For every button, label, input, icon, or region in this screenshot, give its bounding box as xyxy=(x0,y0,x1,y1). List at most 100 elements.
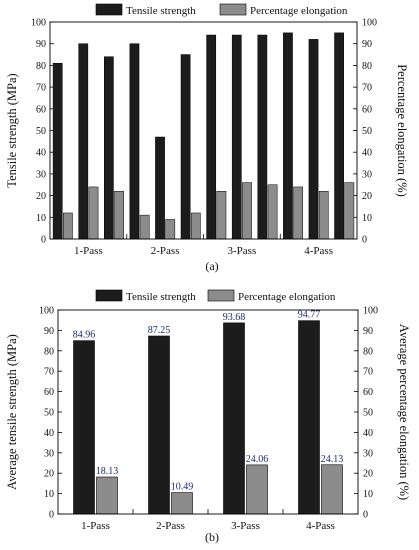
bar-elongation xyxy=(267,184,278,240)
y2-tick-label: 100 xyxy=(362,18,377,29)
y-tick-label: 50 xyxy=(44,408,54,419)
bars: 84.96 18.13 87.25 10.49 93.68 24.06 94.77 24.13 xyxy=(73,310,344,515)
bar-elongation xyxy=(96,476,118,515)
x-tick-label: 1-Pass xyxy=(74,245,103,257)
y2-tick-label: 40 xyxy=(363,428,373,439)
bar-tensile xyxy=(129,43,140,240)
y2-tick-label: 30 xyxy=(362,169,372,180)
y2-tick-label: 10 xyxy=(363,489,373,500)
bar-tensile xyxy=(180,54,191,240)
legend-swatch-tensile xyxy=(95,3,123,16)
y-tick-label: 60 xyxy=(36,104,46,115)
bar-tensile xyxy=(103,56,114,240)
legend: Tensile strength Percentage elongation xyxy=(95,3,348,17)
bar-elongation xyxy=(246,464,268,515)
bar-tensile xyxy=(155,136,165,240)
y2-tick-label: 20 xyxy=(363,469,373,480)
y-tick-label: 80 xyxy=(44,346,54,357)
y2-tick-label: 40 xyxy=(362,148,372,159)
y-axis-left: 0 10 20 30 40 50 60 70 80 90 100 xyxy=(31,18,54,246)
plot-frame xyxy=(49,21,358,240)
y2-tick-label: 90 xyxy=(362,39,372,50)
bar-tensile xyxy=(223,322,245,515)
bar-elongation xyxy=(114,191,124,240)
y2-tick-label: 10 xyxy=(362,213,372,224)
y2-axis-title: Average percentage elongation (%) xyxy=(397,324,411,500)
y2-tick-label: 60 xyxy=(363,387,373,398)
bar-tensile xyxy=(308,39,319,240)
y-axis-right: 0 10 20 30 40 50 60 70 80 90 100 xyxy=(354,306,378,521)
x-tick-label: 4-Pass xyxy=(304,245,333,257)
y2-tick-label: 50 xyxy=(362,126,372,137)
x-tick-label: 2-Pass xyxy=(151,245,180,257)
bar-tensile xyxy=(78,43,89,240)
bar-elongation xyxy=(242,182,252,240)
y2-tick-label: 0 xyxy=(362,235,367,246)
x-tick-label: 3-Pass xyxy=(228,245,257,257)
legend-swatch-tensile xyxy=(95,289,123,302)
y2-tick-label: 80 xyxy=(363,346,373,357)
bar-elongation xyxy=(165,219,176,240)
y-tick-label: 80 xyxy=(36,61,46,72)
bar-elongation xyxy=(216,191,227,240)
bar-elongation xyxy=(318,191,329,240)
bar-tensile xyxy=(148,335,170,515)
bar-tensile xyxy=(52,62,63,240)
bar-elongation xyxy=(171,492,193,515)
bars xyxy=(52,32,355,240)
data-label-elongation: 24.13 xyxy=(321,454,344,465)
y-axis-title: Tensile strength (MPa) xyxy=(5,73,19,187)
y-tick-label: 70 xyxy=(36,83,46,94)
y-tick-label: 20 xyxy=(36,191,46,202)
x-tick-label: 4-Pass xyxy=(306,520,335,532)
y-tick-label: 30 xyxy=(44,448,54,459)
y2-tick-label: 90 xyxy=(363,326,373,337)
bar-elongation xyxy=(88,186,99,240)
y-tick-label: 10 xyxy=(44,489,54,500)
y2-tick-label: 50 xyxy=(363,408,373,419)
legend-swatch-elongation xyxy=(219,3,247,16)
y2-tick-label: 60 xyxy=(362,104,372,115)
data-label-elongation: 10.49 xyxy=(171,482,194,493)
legend-label-tensile: Tensile strength xyxy=(126,5,196,17)
plot-frame xyxy=(57,309,359,515)
y-tick-label: 10 xyxy=(36,213,46,224)
y2-tick-label: 30 xyxy=(363,448,373,459)
y-axis-title: Average tensile strength (MPa) xyxy=(5,334,19,490)
caption-a: (a) xyxy=(205,259,218,273)
data-label-elongation: 18.13 xyxy=(96,466,119,477)
bar-tensile xyxy=(257,34,268,240)
y-tick-label: 40 xyxy=(36,148,46,159)
y-axis-left: 0 10 20 30 40 50 60 70 80 90 100 xyxy=(39,306,62,521)
bar-tensile xyxy=(231,34,242,240)
data-label-tensile: 84.96 xyxy=(73,330,96,341)
bar-elongation xyxy=(344,182,355,240)
data-label-tensile: 87.25 xyxy=(148,325,171,336)
bar-tensile xyxy=(334,32,344,240)
data-label-elongation: 24.06 xyxy=(246,454,269,465)
data-label-tensile: 94.77 xyxy=(298,310,321,321)
bar-elongation xyxy=(293,186,304,240)
y-tick-label: 0 xyxy=(41,235,46,246)
y2-tick-label: 0 xyxy=(363,510,368,521)
legend-label-elongation: Percentage elongation xyxy=(250,5,348,17)
y-tick-label: 20 xyxy=(44,469,54,480)
y-tick-label: 100 xyxy=(39,306,54,317)
y2-tick-label: 100 xyxy=(363,306,378,317)
x-axis: 1-Pass 2-Pass 3-Pass 4-Pass xyxy=(74,234,333,257)
bar-elongation xyxy=(190,212,201,240)
chart-b: Tensile strength Percentage elongation 0 10… xyxy=(5,289,411,532)
y-tick-label: 50 xyxy=(36,126,46,137)
x-tick-label: 2-Pass xyxy=(156,520,185,532)
bar-elongation xyxy=(321,464,343,515)
bar-tensile xyxy=(73,340,95,515)
y-tick-label: 30 xyxy=(36,169,46,180)
y2-tick-label: 80 xyxy=(362,61,372,72)
bar-tensile xyxy=(298,320,320,515)
chart-a: Tensile strength Percentage elongation 0 10… xyxy=(5,3,409,257)
legend: Tensile strength Percentage elongation xyxy=(95,289,336,303)
legend-label-tensile: Tensile strength xyxy=(126,291,196,303)
bar-elongation xyxy=(139,214,150,240)
x-tick-label: 1-Pass xyxy=(81,520,110,532)
